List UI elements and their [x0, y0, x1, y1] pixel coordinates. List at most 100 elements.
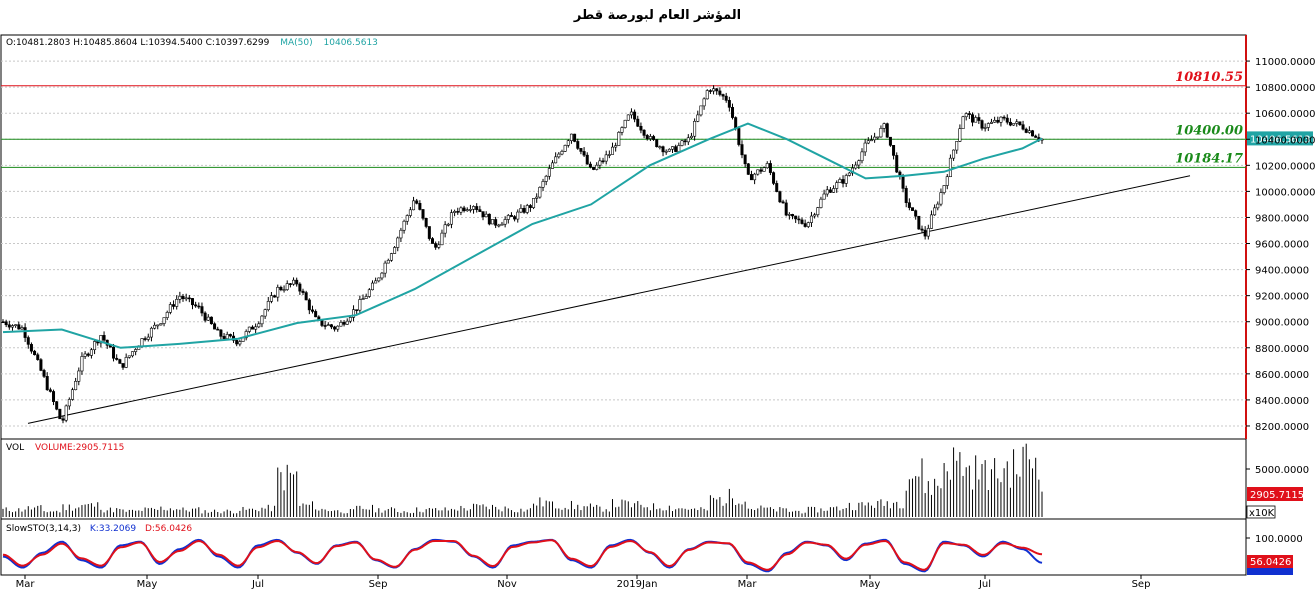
candle-body — [623, 119, 627, 128]
candle-body — [737, 128, 741, 145]
candle-body — [554, 156, 558, 164]
candle-body — [971, 114, 975, 123]
candle-body — [247, 326, 251, 332]
candle-body — [345, 320, 349, 325]
candle-body — [689, 135, 693, 139]
candle-body — [825, 189, 829, 195]
candle-body — [633, 111, 637, 120]
candle-body — [601, 160, 605, 163]
candle-body — [336, 325, 340, 330]
candle-body — [222, 336, 226, 339]
candle-body — [405, 215, 409, 222]
candle-body — [525, 205, 529, 213]
price-tick-label: 10600.0000 — [1255, 109, 1315, 120]
candle-body — [497, 224, 501, 227]
candle-body — [945, 176, 949, 186]
candle-body — [314, 311, 318, 318]
candle-body — [762, 167, 766, 172]
candle-body — [677, 145, 681, 152]
multiplier-box — [1246, 505, 1276, 519]
candle-body — [364, 296, 368, 299]
candle-body — [879, 128, 883, 138]
candle-body — [77, 370, 81, 382]
candle-body — [955, 141, 959, 151]
candle-body — [112, 346, 116, 359]
candle-body — [427, 226, 431, 239]
x-tick-label: Sep — [1132, 579, 1151, 590]
candle-body — [1005, 117, 1009, 123]
candle-body — [620, 127, 624, 133]
candle-body — [209, 316, 213, 325]
candle-body — [162, 317, 166, 324]
candle-body — [55, 401, 59, 410]
price-tick-label: 9400.0000 — [1255, 266, 1309, 277]
candle-body — [664, 150, 668, 153]
candle-body — [588, 163, 592, 168]
candle-body — [459, 207, 463, 213]
candle-body — [216, 328, 220, 331]
candle-body — [598, 160, 602, 166]
candle-body — [298, 283, 302, 292]
candle-body — [58, 408, 62, 420]
candle-body — [765, 163, 769, 169]
candle-body — [708, 90, 712, 92]
candle-body — [724, 95, 728, 101]
candle-body — [440, 232, 444, 246]
candle-body — [977, 117, 981, 121]
candle-body — [456, 211, 460, 213]
volume-value-tag — [1247, 487, 1303, 501]
stoch-d-tag-text: 56.0426 — [1250, 557, 1291, 568]
candle-body — [295, 279, 299, 285]
candle-body — [911, 207, 915, 211]
candle-body — [541, 181, 545, 188]
candle-body — [225, 334, 229, 339]
candle-body — [576, 141, 580, 149]
candle-body — [134, 349, 138, 352]
candle-body — [468, 209, 472, 211]
candle-body — [383, 262, 387, 274]
candle-body — [339, 322, 343, 327]
candle-body — [80, 356, 84, 372]
candle-body — [181, 295, 185, 299]
candle-body — [235, 340, 239, 345]
candle-body — [1024, 128, 1028, 133]
candle-body — [652, 136, 656, 140]
candle-body — [386, 259, 390, 264]
candle-body — [396, 237, 400, 248]
price-tick-label: 8200.0000 — [1255, 422, 1309, 433]
candle-body — [1012, 123, 1016, 126]
candle-body — [914, 210, 918, 217]
candle-body — [822, 193, 826, 200]
candle-body — [964, 113, 968, 118]
candle-body — [860, 151, 864, 162]
stoch-tick-label: 100.0000 — [1255, 534, 1303, 545]
candle-body — [484, 213, 488, 218]
volume-value-tag-text: 2905.7115 — [1250, 490, 1304, 501]
price-grid — [1, 60, 1246, 427]
x-tick-label: Mar — [738, 579, 758, 590]
candle-body — [680, 140, 684, 146]
candle-body — [355, 309, 359, 311]
candle-body — [847, 172, 851, 176]
stochastic-header: SlowSTO(3,14,3) K:33.2069 D:56.0426 — [6, 524, 192, 534]
price-tick-label: 9000.0000 — [1255, 318, 1309, 329]
candle-body — [522, 208, 526, 213]
ma-line: 10406.5613 — [2, 122, 1313, 349]
candle-body — [585, 154, 589, 165]
candle-body — [1027, 130, 1031, 133]
candle-body — [939, 192, 943, 205]
candle-body — [989, 121, 993, 124]
price-tick-label: 8400.0000 — [1255, 396, 1309, 407]
candle-body — [238, 341, 242, 345]
candle-body — [143, 338, 147, 340]
candle-body — [838, 179, 842, 183]
candle-body — [885, 123, 889, 138]
volume-tick-label: 5000.0000 — [1255, 465, 1309, 476]
candle-body — [787, 214, 791, 216]
candle-body — [10, 325, 14, 328]
volume-header: VOL VOLUME:2905.7115 — [6, 443, 124, 453]
candle-body — [563, 145, 567, 152]
candle-body — [557, 153, 561, 158]
candle-body — [1, 321, 5, 324]
